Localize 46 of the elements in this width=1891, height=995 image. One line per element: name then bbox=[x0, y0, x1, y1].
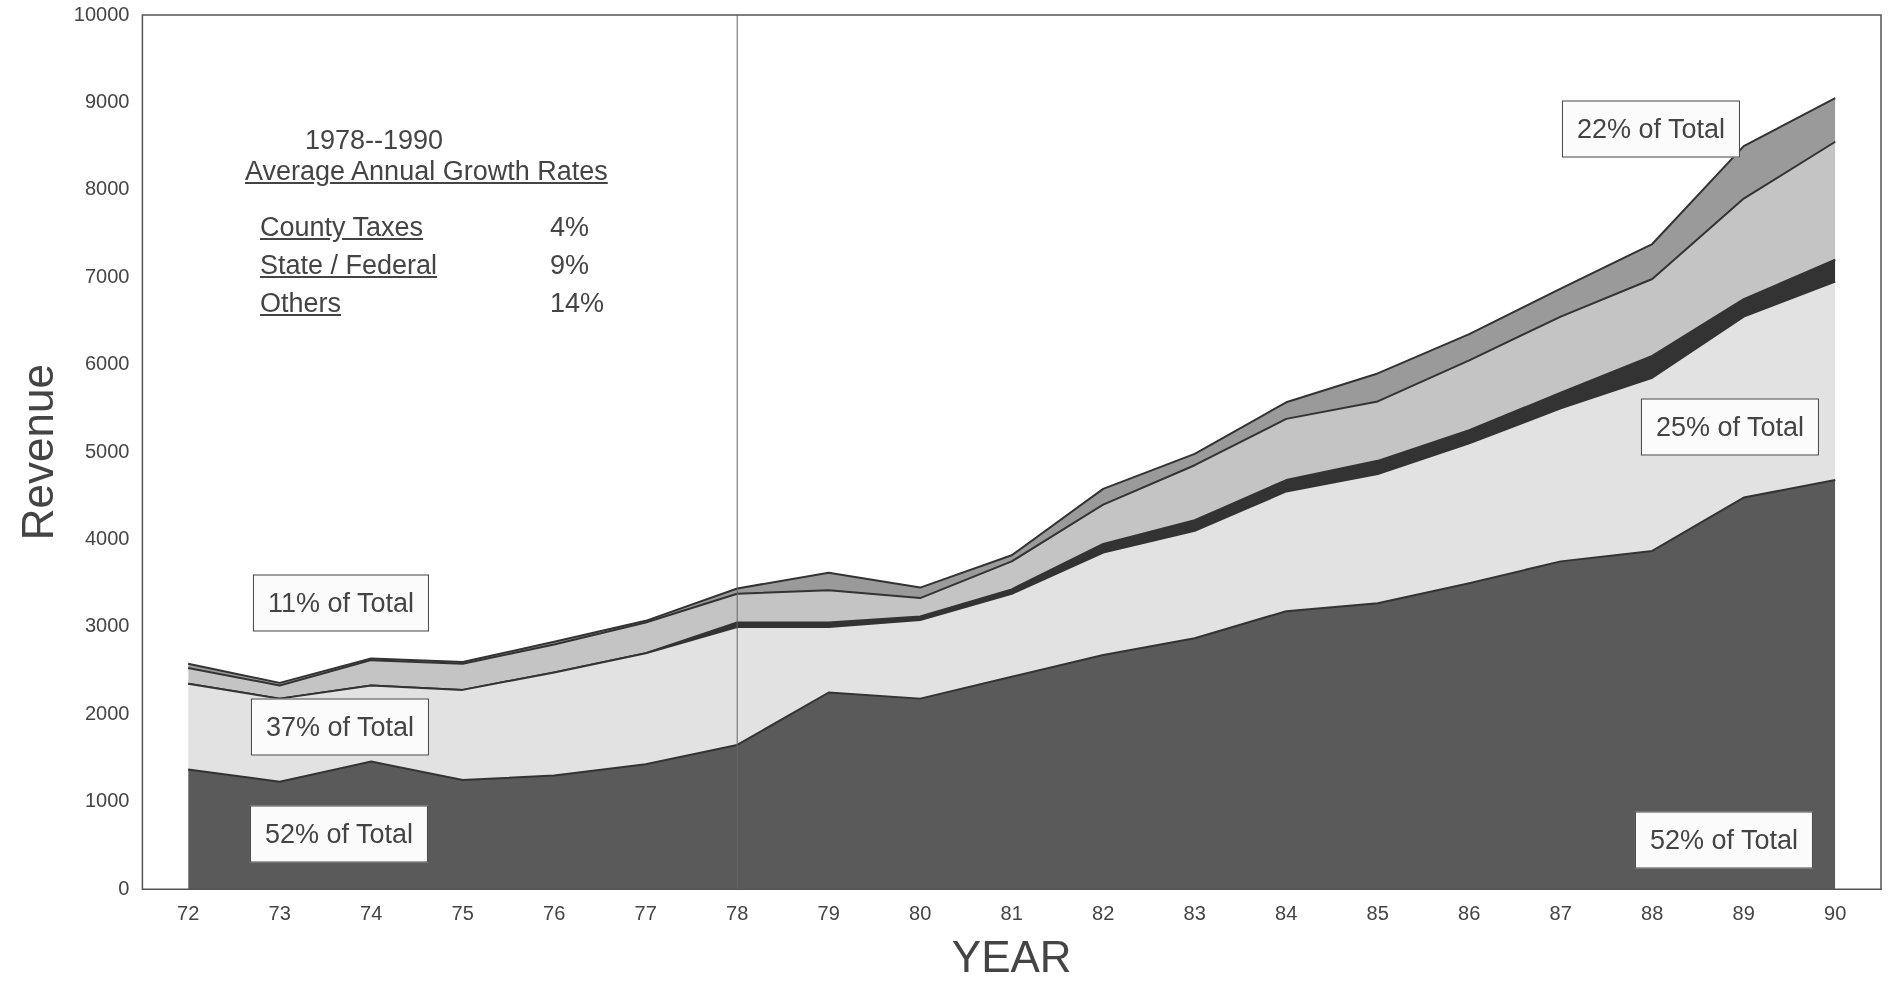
annotation: Average Annual Growth Rates bbox=[245, 156, 608, 187]
x-tick-label: 79 bbox=[817, 901, 840, 924]
x-tick-label: 89 bbox=[1732, 901, 1755, 924]
x-tick-label: 80 bbox=[909, 901, 932, 924]
x-tick-label: 85 bbox=[1366, 901, 1389, 924]
y-tick-label: 10000 bbox=[73, 2, 130, 25]
y-axis-title: Revenue bbox=[12, 364, 62, 541]
y-tick-label: 8000 bbox=[84, 177, 130, 200]
x-tick-label: 76 bbox=[543, 901, 566, 924]
y-tick-label: 5000 bbox=[84, 439, 130, 462]
x-tick-label: 73 bbox=[268, 901, 291, 924]
annotation: 4% bbox=[550, 212, 590, 244]
x-tick-label: 81 bbox=[1000, 901, 1023, 924]
y-tick-label: 1000 bbox=[84, 789, 130, 812]
x-tick-label: 84 bbox=[1275, 901, 1298, 924]
x-tick-label: 75 bbox=[451, 901, 474, 924]
annotation: Others bbox=[260, 288, 343, 320]
x-tick-label: 82 bbox=[1092, 901, 1115, 924]
y-tick-label: 6000 bbox=[84, 352, 130, 375]
annotation: County Taxes bbox=[260, 212, 425, 244]
annotation: 37% of Total bbox=[250, 698, 430, 756]
annotation: 9% bbox=[550, 250, 590, 282]
x-tick-label: 72 bbox=[177, 901, 200, 924]
annotation: 25% of Total bbox=[1640, 398, 1820, 456]
y-tick-label: 3000 bbox=[84, 614, 130, 637]
x-tick-label: 77 bbox=[634, 901, 657, 924]
annotation: 52% of Total bbox=[249, 805, 429, 863]
annotation: 14% bbox=[550, 288, 605, 320]
annotation: State / Federal bbox=[260, 250, 439, 282]
x-axis-title: YEAR bbox=[951, 931, 1072, 981]
annotation: 52% of Total bbox=[1634, 811, 1814, 869]
y-tick-label: 4000 bbox=[84, 527, 130, 550]
x-tick-label: 83 bbox=[1183, 901, 1206, 924]
y-tick-label: 2000 bbox=[84, 701, 130, 724]
y-tick-label: 9000 bbox=[84, 89, 130, 112]
annotation: 1978--1990 bbox=[305, 125, 445, 156]
x-tick-label: 86 bbox=[1458, 901, 1481, 924]
y-tick-label: 0 bbox=[118, 876, 130, 899]
x-tick-label: 78 bbox=[726, 901, 749, 924]
x-tick-label: 90 bbox=[1824, 901, 1847, 924]
annotation: 11% of Total bbox=[252, 574, 430, 632]
annotation: 22% of Total bbox=[1561, 100, 1741, 158]
x-tick-label: 74 bbox=[360, 901, 383, 924]
y-tick-label: 7000 bbox=[84, 264, 130, 287]
x-tick-label: 87 bbox=[1549, 901, 1572, 924]
x-tick-label: 88 bbox=[1641, 901, 1664, 924]
